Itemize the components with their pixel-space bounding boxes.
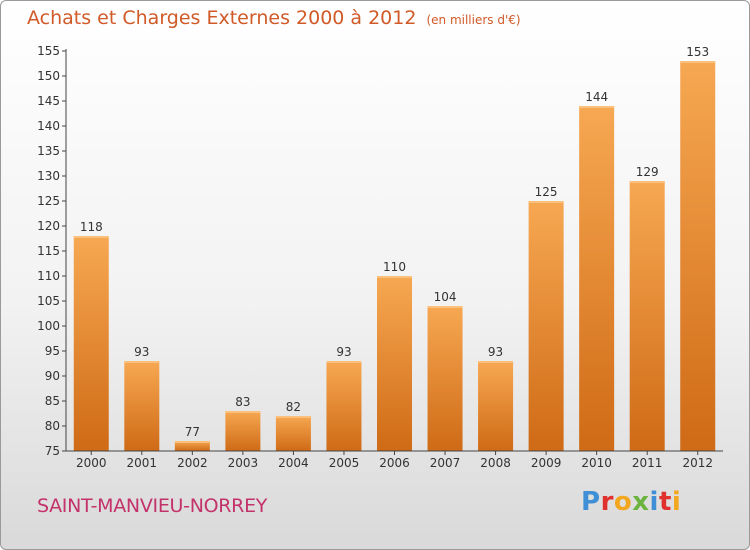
bar xyxy=(377,276,412,451)
bar-highlight xyxy=(73,236,109,238)
x-tick-label: 2008 xyxy=(480,456,511,470)
x-tick-label: 2006 xyxy=(379,456,410,470)
data-label: 93 xyxy=(134,345,149,359)
bar-highlight xyxy=(275,416,311,418)
y-tick-label: 125 xyxy=(37,194,60,208)
bar-highlight xyxy=(124,361,160,363)
bar xyxy=(427,306,463,451)
data-label: 153 xyxy=(686,45,709,59)
x-tick-label: 2009 xyxy=(531,456,562,470)
bar-highlight xyxy=(225,411,261,413)
data-label: 83 xyxy=(235,395,250,409)
y-tick-label: 130 xyxy=(37,169,60,183)
bar xyxy=(174,441,210,451)
data-label: 125 xyxy=(535,185,558,199)
y-tick-label: 140 xyxy=(37,119,60,133)
data-label: 129 xyxy=(636,165,659,179)
chart-title: Achats et Charges Externes 2000 à 2012 (e… xyxy=(27,7,521,29)
x-tick-label: 2004 xyxy=(278,456,309,470)
x-axis: 2000 2001 2002 2003 2004 2005 2006 2007 2008 2009… xyxy=(66,450,723,470)
bar xyxy=(73,236,109,451)
y-tick-label: 105 xyxy=(37,294,60,308)
bar xyxy=(528,201,564,451)
y-axis: 75 80 85 90 95 100 105 110 115 120 125 130 135 140 145… xyxy=(37,44,67,458)
bar xyxy=(579,106,615,451)
y-tick-label: 80 xyxy=(45,419,60,433)
bars: 118 93 77 83 82 93 110 104 93 125 144 129 153 xyxy=(73,45,716,451)
data-label: 110 xyxy=(383,260,406,274)
bar-highlight xyxy=(326,361,362,363)
x-tick-label: 2000 xyxy=(76,456,107,470)
bar-highlight xyxy=(427,306,463,308)
y-tick-label: 100 xyxy=(37,319,60,333)
bar-highlight xyxy=(174,441,210,443)
logo-letter: o xyxy=(613,487,633,517)
chart-subtitle: (en milliers d'€) xyxy=(426,13,521,27)
commune-name: SAINT-MANVIEU-NORREY xyxy=(37,495,268,517)
bar xyxy=(124,361,160,451)
chart-title-text: Achats et Charges Externes 2000 à 2012 xyxy=(27,7,417,29)
bar-highlight xyxy=(579,106,615,108)
bar xyxy=(478,361,514,451)
proxiti-logo: Proxiti xyxy=(581,487,681,517)
logo-letter: i xyxy=(671,487,682,517)
y-tick-label: 90 xyxy=(45,369,60,383)
bar xyxy=(275,416,311,451)
y-tick-label: 155 xyxy=(37,44,60,58)
bar-highlight xyxy=(629,181,665,183)
bar xyxy=(225,411,261,451)
logo-letter: x xyxy=(632,487,650,517)
y-tick-label: 85 xyxy=(45,394,60,408)
y-tick-label: 120 xyxy=(37,219,60,233)
x-tick-label: 2010 xyxy=(581,456,612,470)
logo-letter: r xyxy=(600,487,614,517)
y-tick-label: 75 xyxy=(45,444,60,458)
bar-highlight xyxy=(680,61,716,63)
data-label: 118 xyxy=(80,220,103,234)
bar xyxy=(629,181,665,451)
x-tick-label: 2012 xyxy=(682,456,713,470)
data-label: 104 xyxy=(434,290,457,304)
data-label: 144 xyxy=(585,90,608,104)
y-tick-label: 145 xyxy=(37,94,60,108)
x-tick-label: 2001 xyxy=(127,456,158,470)
logo-letter: t xyxy=(658,487,672,517)
bar-highlight xyxy=(528,201,564,203)
y-tick-label: 95 xyxy=(45,344,60,358)
bar-highlight xyxy=(478,361,514,363)
x-tick-label: 2011 xyxy=(632,456,663,470)
bar xyxy=(680,61,716,451)
data-label: 82 xyxy=(286,400,301,414)
x-tick-label: 2003 xyxy=(228,456,259,470)
bar-highlight xyxy=(377,276,412,278)
y-tick-label: 115 xyxy=(37,244,60,258)
y-tick-label: 110 xyxy=(37,269,60,283)
y-tick-label: 150 xyxy=(37,69,60,83)
data-label: 77 xyxy=(185,425,200,439)
data-label: 93 xyxy=(488,345,503,359)
logo-letter: P xyxy=(581,487,601,517)
x-tick-label: 2002 xyxy=(177,456,208,470)
logo-letter: i xyxy=(649,487,659,517)
y-tick-label: 135 xyxy=(37,144,60,158)
x-tick-label: 2005 xyxy=(329,456,360,470)
data-label: 93 xyxy=(336,345,351,359)
x-tick-label: 2007 xyxy=(430,456,461,470)
bar xyxy=(326,361,362,451)
